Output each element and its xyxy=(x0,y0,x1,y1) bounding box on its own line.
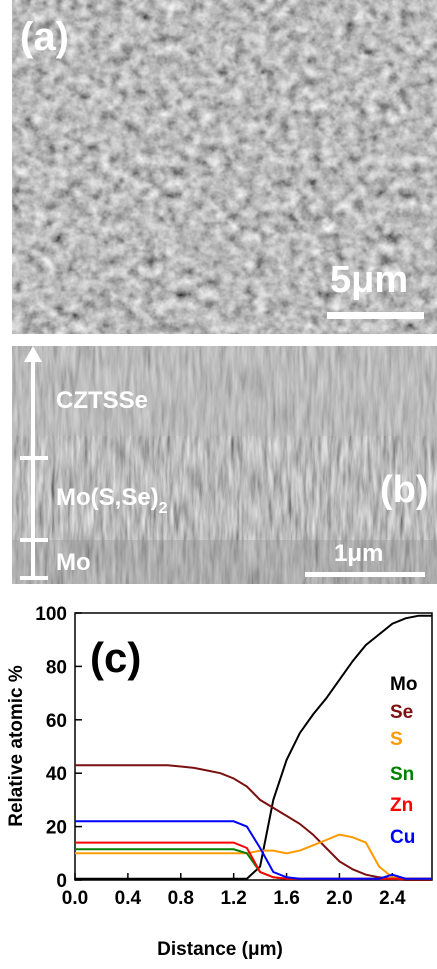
scale-bar-label: 5μm xyxy=(330,259,408,301)
x-tick-label: 1.2 xyxy=(220,888,246,909)
layer-label-text: Mo(S,Se) xyxy=(56,484,159,511)
scale-bar xyxy=(305,572,425,577)
x-tick-label: 2.0 xyxy=(326,888,352,909)
x-tick-label: 1.6 xyxy=(273,888,299,909)
y-tick-label: 100 xyxy=(35,604,67,625)
panel-label: (b) xyxy=(380,469,429,511)
legend-label: S xyxy=(390,729,403,750)
layer-label: CZTSSe xyxy=(56,387,148,414)
legend-label: Cu xyxy=(390,827,415,848)
scale-bar xyxy=(327,312,424,319)
y-axis-title: Relative atomic % xyxy=(6,665,27,827)
x-tick-label: 2.4 xyxy=(379,888,406,909)
x-tick-label: 0.8 xyxy=(168,888,194,909)
legend-label: Mo xyxy=(390,674,417,695)
x-axis-title: Distance (μm) xyxy=(157,939,283,960)
y-tick-label: 40 xyxy=(46,764,67,785)
x-tick-label: 0.4 xyxy=(115,888,142,909)
scale-bar-label: 1μm xyxy=(334,540,383,567)
legend-label: Se xyxy=(390,702,413,723)
legend-label: Sn xyxy=(390,764,414,785)
figure: (a) 5μm CZTSSe Mo(S,Se)2 Mo (b) 1μm (c) … xyxy=(0,0,437,969)
y-tick-label: 60 xyxy=(46,711,67,732)
layer-label-subscript: 2 xyxy=(159,500,168,517)
panel-label: (a) xyxy=(20,15,69,59)
y-tick-label: 20 xyxy=(46,818,67,839)
panel-label: (c) xyxy=(90,634,141,681)
layer-label: Mo xyxy=(56,549,91,576)
y-tick-label: 80 xyxy=(46,657,67,678)
legend-label: Zn xyxy=(390,795,413,816)
panel-a: (a) 5μm xyxy=(12,0,437,334)
y-tick-label: 0 xyxy=(56,871,67,892)
panel-b: CZTSSe Mo(S,Se)2 Mo (b) 1μm xyxy=(12,346,437,584)
